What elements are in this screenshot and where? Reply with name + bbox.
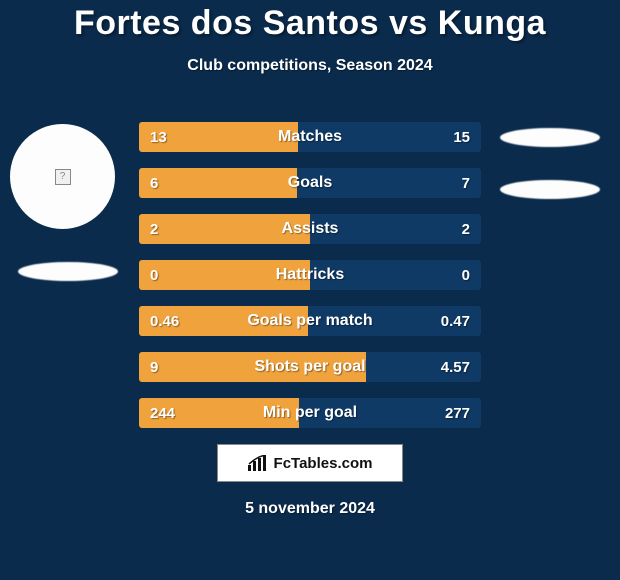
left-avatar-shadow [18, 262, 118, 281]
stat-row: 94.57Shots per goal [139, 352, 481, 382]
infographic-date: 5 november 2024 [0, 500, 620, 518]
stat-label: Hattricks [139, 260, 481, 290]
stat-label: Goals [139, 168, 481, 198]
branding-text: FcTables.com [274, 455, 373, 472]
missing-image-icon: ? [55, 169, 71, 185]
stat-row: 22Assists [139, 214, 481, 244]
chart-icon [248, 455, 268, 471]
stat-label: Goals per match [139, 306, 481, 336]
stat-row: 00Hattricks [139, 260, 481, 290]
right-avatar-shadow-1 [500, 128, 600, 147]
stat-label: Assists [139, 214, 481, 244]
stat-label: Matches [139, 122, 481, 152]
stat-row: 244277Min per goal [139, 398, 481, 428]
stat-row: 1315Matches [139, 122, 481, 152]
comparison-bars: 1315Matches 67Goals 22Assists 00Hattricks 0.… [139, 122, 481, 444]
stat-label: Min per goal [139, 398, 481, 428]
stat-label: Shots per goal [139, 352, 481, 382]
page-title: Fortes dos Santos vs Kunga [0, 4, 620, 43]
page-subtitle: Club competitions, Season 2024 [0, 57, 620, 75]
branding-badge: FcTables.com [217, 444, 403, 482]
comparison-infographic: Fortes dos Santos vs Kunga Club competit… [0, 0, 620, 580]
stat-row: 0.460.47Goals per match [139, 306, 481, 336]
left-player-avatar: ? [10, 124, 115, 229]
right-avatar-shadow-2 [500, 180, 600, 199]
stat-row: 67Goals [139, 168, 481, 198]
